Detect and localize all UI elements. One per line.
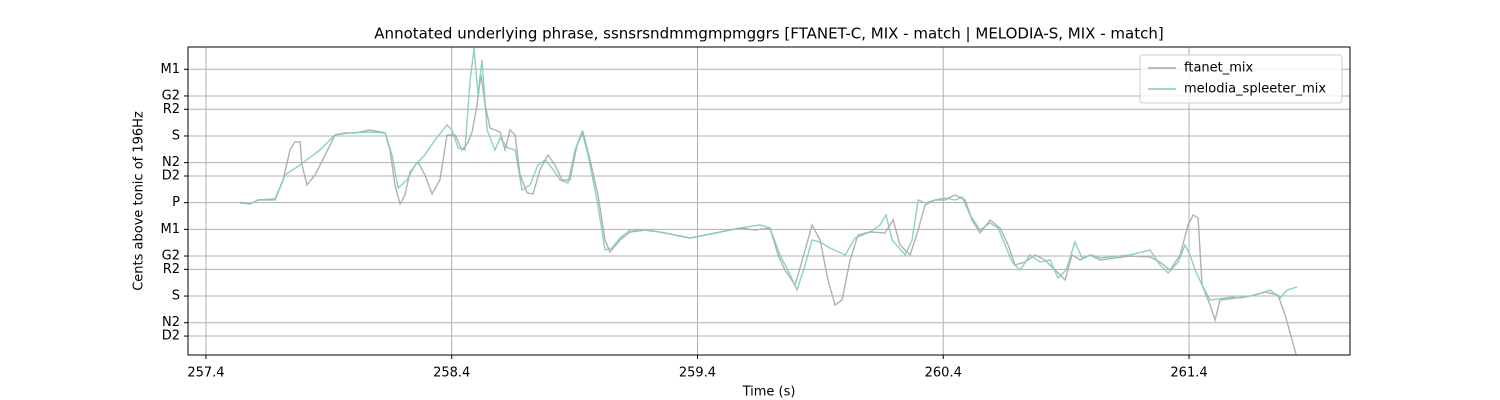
y-tick-label: N2 [162,155,180,170]
y-tick-label: R2 [163,102,180,117]
chart-title: Annotated underlying phrase, ssnsrsndmmg… [374,25,1163,43]
x-tick-label: 259.4 [679,366,716,381]
y-tick-label: S [172,128,180,143]
y-tick-label: D2 [162,329,180,344]
y-tick-label: N2 [162,315,180,330]
y-tick-label: M1 [161,222,181,237]
plot-frame [187,46,1351,356]
x-tick-label: 258.4 [433,366,470,381]
y-tick-label: D2 [162,168,180,183]
x-tick-label: 260.4 [925,366,962,381]
x-tick-label: 261.4 [1170,366,1207,381]
y-tick-label: M1 [161,62,181,77]
legend: ftanet_mix melodia_spleeter_mix [1139,54,1343,104]
x-tick-label: 257.4 [187,366,224,381]
y-tick-label: P [172,195,180,210]
plot-area [239,47,1298,355]
y-tick-label: R2 [163,262,180,277]
series-line [239,47,1298,301]
x-axis-label: Time (s) [742,385,796,400]
legend-box [1139,54,1343,104]
y-axis-label: Cents above tonic of 196Hz [132,111,147,291]
grid: 257.4 258.4 259.4 260.4 261.4D2N2SR2G2M1PD2N… [161,47,1350,381]
y-tick-label: G2 [162,249,180,264]
y-tick-label: S [172,289,180,304]
legend-label: ftanet_mix [1184,61,1254,76]
y-tick-label: G2 [162,88,180,103]
legend-label: melodia_spleeter_mix [1184,82,1326,97]
